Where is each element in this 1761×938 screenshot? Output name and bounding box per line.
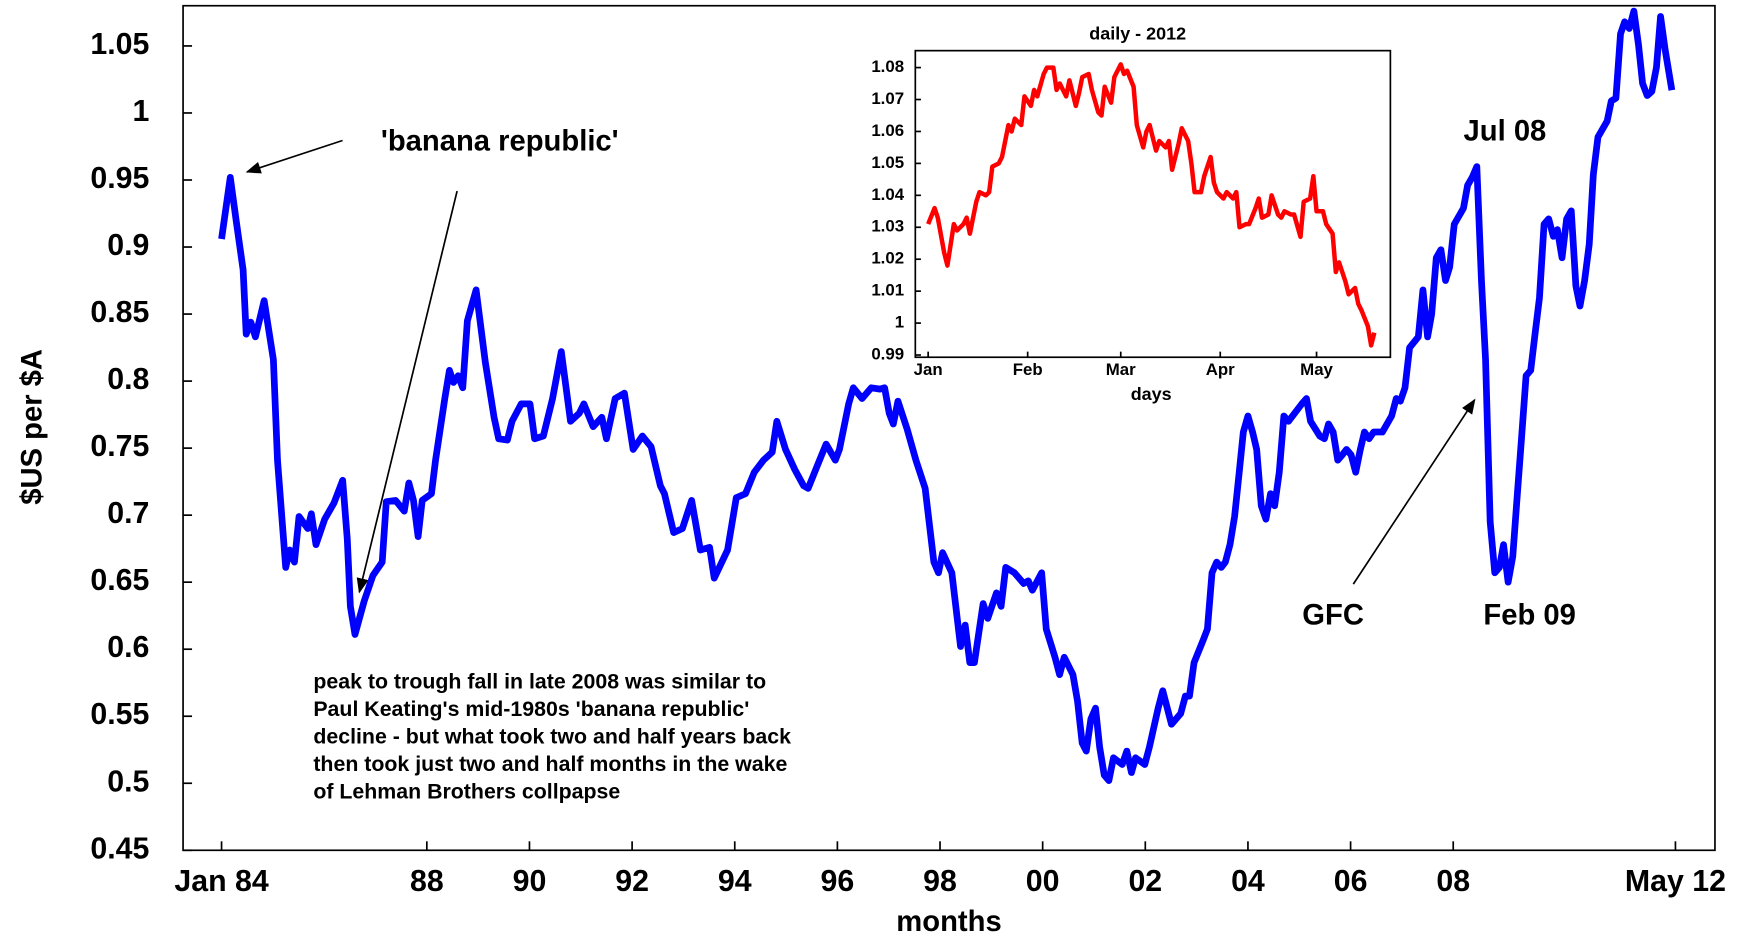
x-tick-label: May 12 [1625,865,1726,898]
y-tick-label: 1 [895,313,904,332]
y-axis-label: $US per $A [16,349,48,505]
y-tick-label: 1 [133,95,150,128]
inset-frame [914,49,1392,359]
x-tick-label: 88 [410,865,444,898]
annotation: GFC [1302,599,1364,631]
data-line [218,7,1676,784]
x-tick-label: Mar [1106,360,1136,379]
x-tick-label: Feb [1013,360,1043,379]
x-tick-label: Apr [1206,360,1235,379]
y-tick-label: 0.5 [107,765,149,798]
y-tick-label: 0.6 [107,631,149,664]
y-tick-label: 1.06 [871,121,904,140]
y-tick-label: 1.01 [871,281,904,300]
data-line [926,62,1377,348]
x-tick-label: 06 [1334,865,1368,898]
annotation: Feb 09 [1483,599,1575,631]
x-tick-label: 02 [1128,865,1162,898]
annotation: 'banana republic' [381,125,619,157]
x-tick-label: 96 [821,865,855,898]
inset-title: daily - 2012 [1089,24,1186,44]
inset-x-axis-label: days [1131,384,1172,404]
arrow [356,190,458,594]
note-line: peak to trough fall in late 2008 was sim… [313,670,766,694]
y-tick-label: 0.99 [871,344,904,363]
y-tick-label: 1.05 [90,28,149,61]
y-tick-label: 0.45 [90,832,149,865]
arrow [1352,398,1476,585]
y-tick-label: 0.95 [90,162,149,195]
x-tick-label: 90 [513,865,547,898]
x-tick-label: 94 [718,865,752,898]
x-tick-label: Jan 84 [174,865,269,898]
y-tick-label: 0.7 [107,497,149,530]
y-tick-label: 1.08 [871,57,904,76]
x-tick-label: 08 [1436,865,1470,898]
note-line: decline - but what took two and half yea… [313,725,791,749]
y-tick-label: 1.02 [871,249,904,268]
y-tick-label: 0.75 [90,430,149,463]
y-tick-label: 0.65 [90,564,149,597]
x-tick-label: Jan [914,360,943,379]
y-tick-label: 0.85 [90,296,149,329]
arrow [245,139,343,174]
y-tick-label: 0.9 [107,229,149,262]
plot-frame [182,4,1716,852]
note-line: of Lehman Brothers collpapse [313,780,620,804]
y-tick-label: 0.55 [90,698,149,731]
y-tick-label: 0.8 [107,363,149,396]
x-axis-label: months [896,906,1001,938]
x-tick-label: 92 [615,865,649,898]
note-line: then took just two and half months in th… [313,752,787,776]
note-line: Paul Keating's mid-1980s 'banana republi… [313,697,749,721]
x-tick-label: 00 [1026,865,1060,898]
y-tick-label: 1.07 [871,89,904,108]
y-tick-label: 1.05 [871,153,904,172]
x-tick-label: 04 [1231,865,1265,898]
x-tick-label: May [1300,360,1333,379]
y-tick-label: 1.04 [871,185,904,204]
y-tick-label: 1.03 [871,217,904,236]
annotation: Jul 08 [1464,115,1547,147]
x-tick-label: 98 [923,865,957,898]
